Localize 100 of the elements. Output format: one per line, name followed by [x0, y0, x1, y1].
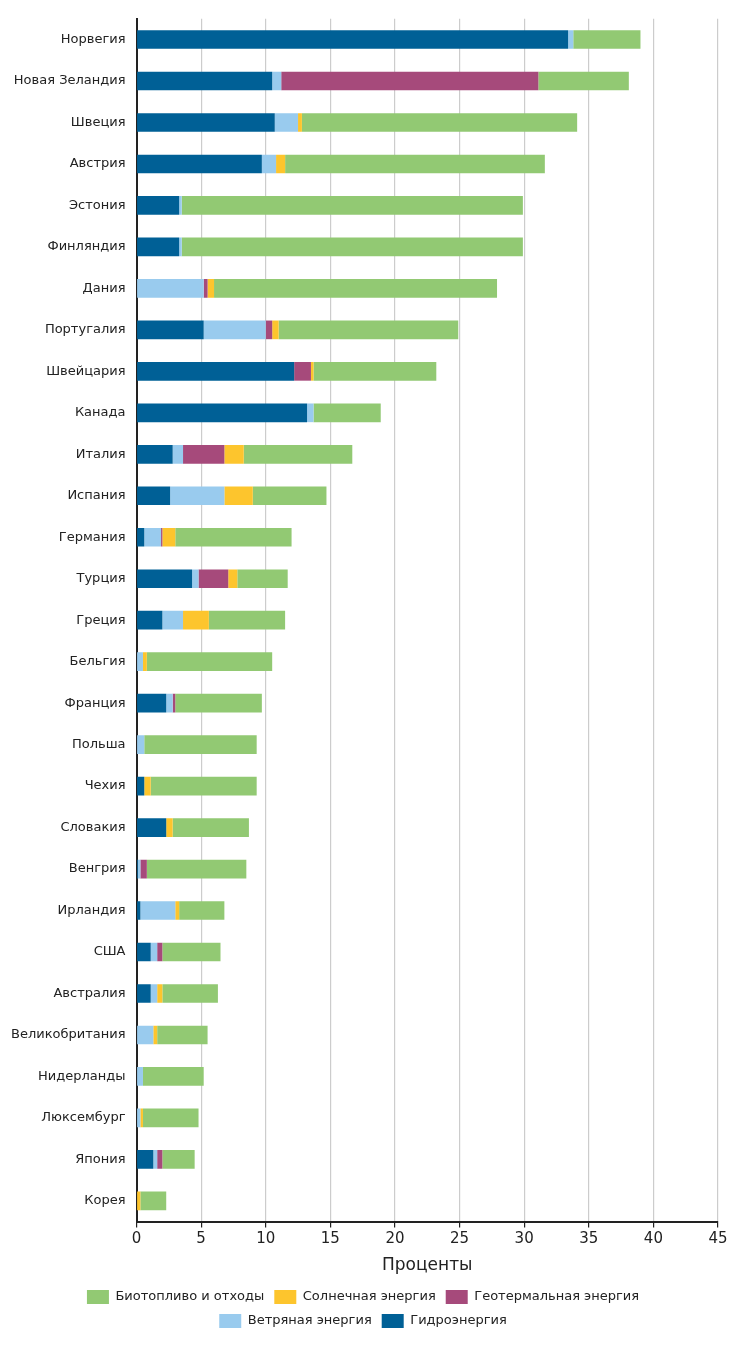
bar [285, 154, 545, 174]
bar [144, 735, 257, 754]
bar [538, 71, 629, 91]
bar [142, 1067, 204, 1086]
bar [137, 652, 143, 672]
y-tick-label: Греция [76, 611, 126, 627]
bar [175, 901, 180, 920]
bar [207, 279, 215, 298]
y-tick-label: Испания [67, 487, 126, 503]
x-tick-label: 20 [385, 1229, 405, 1248]
y-tick-label: Австрия [69, 155, 126, 171]
bar [179, 196, 182, 215]
bar [172, 444, 184, 464]
bar [153, 1150, 158, 1169]
bar [144, 776, 151, 796]
bar [137, 984, 151, 1003]
bar [224, 444, 244, 464]
bar [137, 1150, 154, 1169]
bar [573, 30, 641, 49]
legend-label: Биотопливо и отходы [115, 1288, 265, 1304]
bar [208, 610, 286, 630]
bar [137, 693, 167, 713]
bar [272, 320, 279, 340]
y-tick-label: Португалия [44, 321, 126, 337]
bar [203, 279, 208, 298]
bar [137, 71, 273, 91]
bar [137, 237, 180, 257]
y-tick-label: США [93, 943, 126, 959]
x-tick-label: 45 [708, 1229, 728, 1248]
bar [272, 71, 282, 91]
bar [310, 362, 314, 381]
bar [137, 362, 295, 381]
bar [568, 30, 574, 49]
bar [137, 320, 204, 340]
y-tick-label: Австралия [53, 984, 126, 1000]
bar [162, 942, 221, 962]
bar [137, 1025, 154, 1045]
bar [137, 735, 145, 754]
bar [137, 1067, 143, 1086]
bar [175, 693, 262, 713]
bar [252, 486, 327, 506]
bar [146, 859, 247, 879]
y-tick-label: Люксембург [41, 1109, 126, 1125]
y-tick-label: Норвегия [60, 30, 126, 46]
bar [183, 610, 209, 630]
bar [137, 486, 171, 506]
bar [179, 237, 182, 257]
bar [150, 776, 257, 796]
bar [298, 113, 302, 132]
bar [137, 30, 569, 49]
bar [214, 279, 498, 298]
bar [140, 901, 176, 920]
y-tick-label: Франция [64, 694, 126, 710]
bar [228, 569, 238, 589]
x-tick-label: 35 [579, 1229, 599, 1248]
bar [140, 859, 147, 879]
bar [313, 403, 381, 423]
bar [294, 362, 311, 381]
y-tick-label: Швеция [70, 113, 126, 129]
bar [137, 942, 151, 962]
bar [276, 154, 286, 174]
bar [140, 1191, 167, 1211]
bar [261, 154, 277, 174]
bar [137, 569, 193, 589]
bar [166, 818, 173, 837]
x-tick-label: 0 [131, 1229, 142, 1248]
bar [198, 569, 229, 589]
y-tick-label: Нидерланды [38, 1067, 126, 1083]
bar [157, 1150, 163, 1169]
y-tick-label: Новая Зеландия [13, 72, 126, 88]
bar [137, 279, 204, 298]
bar [157, 1025, 208, 1045]
x-tick-label: 25 [450, 1229, 470, 1248]
bar [137, 776, 145, 796]
bar [153, 1025, 158, 1045]
bar [278, 320, 459, 340]
y-tick-label: Финляндия [47, 238, 126, 254]
y-tick-label: Турция [75, 570, 126, 586]
y-tick-label: Эстония [68, 196, 126, 212]
bar [137, 154, 262, 174]
y-tick-label: Германия [58, 528, 126, 544]
bar [157, 942, 163, 962]
x-tick-label: 15 [320, 1229, 340, 1248]
bar [181, 196, 523, 215]
bar [181, 237, 523, 257]
x-tick-label: 40 [643, 1229, 663, 1248]
bar [137, 403, 308, 423]
bar [183, 444, 225, 464]
y-tick-label: Япония [75, 1150, 126, 1166]
x-tick-label: 10 [256, 1229, 276, 1248]
bar [137, 527, 145, 547]
y-tick-label: Италия [75, 445, 126, 461]
y-tick-label: Бельгия [69, 653, 126, 669]
bar [203, 320, 266, 340]
y-tick-label: Дания [82, 279, 126, 295]
bar [243, 444, 353, 464]
bar [137, 901, 141, 920]
bar [142, 652, 147, 672]
bar [166, 693, 173, 713]
y-tick-label: Словакия [60, 818, 126, 834]
